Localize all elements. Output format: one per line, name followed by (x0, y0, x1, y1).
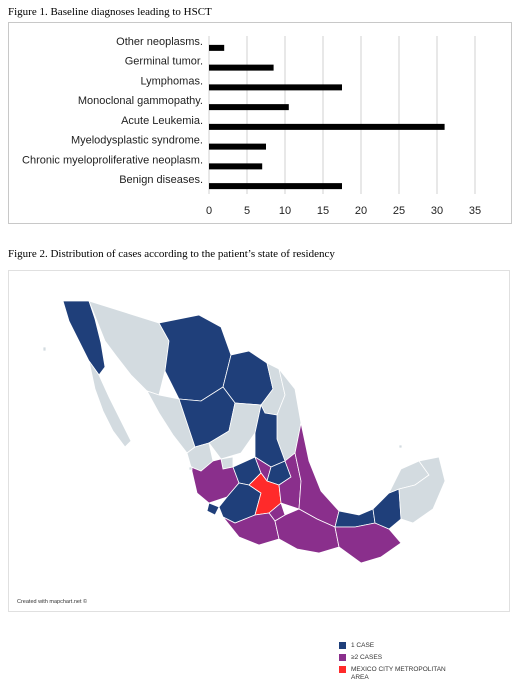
x-tick-label: 20 (355, 205, 367, 217)
x-tick-label: 0 (206, 205, 212, 217)
x-tick-label: 25 (393, 205, 405, 217)
map-credit: Created with mapchart.net © (17, 599, 88, 605)
bar (209, 163, 263, 170)
chart-frame (8, 22, 512, 224)
x-tick-label: 5 (244, 205, 250, 217)
x-tick-label: 15 (317, 205, 329, 217)
bar-layer (209, 44, 445, 190)
island (398, 444, 403, 449)
category-label: Lymphomas. (140, 75, 203, 87)
category-label: Benign diseases. (119, 174, 203, 186)
bar (209, 123, 445, 130)
state-chiapas (334, 522, 402, 564)
legend-item-two-plus-cases: ≥2 CASES (339, 654, 446, 662)
bar (209, 143, 266, 150)
state-chihuahua (158, 314, 232, 402)
state-baja-california-sur (88, 360, 132, 448)
category-label: Other neoplasms. (116, 36, 203, 48)
state-quintana-roo (398, 456, 446, 524)
category-label: Acute Leukemia. (121, 115, 203, 127)
tick-labels: 0 5 10 15 20 25 30 35 (206, 205, 481, 217)
bar (209, 44, 225, 51)
mexico-map (42, 300, 446, 564)
bar-chart: Other neoplasms. Germinal tumor. Lymphomas… (22, 36, 481, 217)
bar (209, 84, 342, 91)
category-labels: Other neoplasms. Germinal tumor. Lymphomas… (22, 36, 203, 186)
bar (209, 104, 289, 111)
island (188, 466, 193, 471)
legend-item-mexico-city: MEXICO CITY METROPOLITAN AREA (339, 666, 446, 682)
legend-item-one-case: 1 CASE (339, 642, 446, 650)
state-campeche (372, 488, 402, 530)
category-label: Germinal tumor. (125, 56, 203, 68)
legend-swatch (339, 666, 346, 673)
figure2-caption: Figure 2. Distribution of cases accordin… (8, 248, 335, 260)
x-tick-label: 30 (431, 205, 443, 217)
state-baja-california (62, 300, 106, 376)
x-tick-label: 10 (279, 205, 291, 217)
bar (209, 183, 342, 190)
category-label: Myelodysplastic syndrome. (71, 135, 203, 147)
island (42, 346, 47, 352)
mexico-map-panel: 1 CASE ≥2 CASES MEXICO CITY METROPOLITAN… (8, 270, 510, 681)
category-label: Monoclonal gammopathy. (78, 95, 203, 107)
legend-swatch (339, 642, 346, 649)
category-label: Chronic myeloproliferative neoplasm. (22, 154, 203, 166)
figure1-caption: Figure 1. Baseline diagnoses leading to … (8, 6, 212, 18)
legend-swatch (339, 654, 346, 661)
grid-layer (208, 36, 476, 194)
x-tick-label: 35 (469, 205, 481, 217)
state-colima (206, 502, 220, 516)
bar (209, 64, 274, 71)
